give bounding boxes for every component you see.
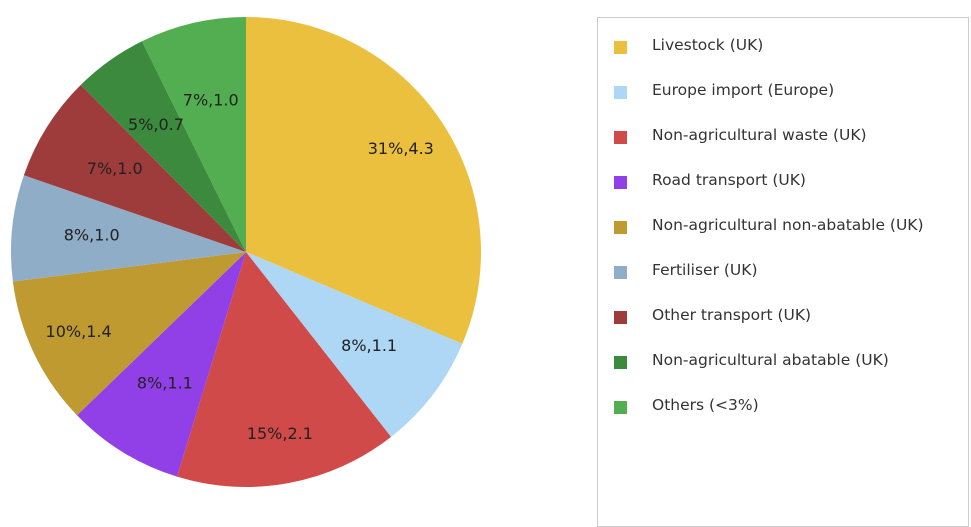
legend-item[interactable]: Fertiliser (UK) [598,261,968,283]
legend-swatch [614,266,627,279]
pie-slice [176,252,392,487]
data-label: 5%,0.7 [128,115,184,134]
legend-item[interactable]: Others (<3%) [598,396,968,418]
pie-slice [246,252,463,437]
pie-slice [76,252,247,477]
legend-item[interactable]: Other transport (UK) [598,306,968,328]
legend: Livestock (UK) Europe import (Europe) Non-… [597,17,969,527]
legend-label: Livestock (UK) [652,36,764,54]
legend-label: Europe import (Europe) [652,81,835,99]
pie-slice [23,84,246,252]
legend-item[interactable]: Non-agricultural abatable (UK) [598,351,968,373]
legend-swatch [614,356,627,369]
pie-slice [141,17,246,252]
data-label: 31%,4.3 [368,139,434,158]
legend-label: Non-agricultural waste (UK) [652,126,867,144]
legend-item[interactable]: Europe import (Europe) [598,81,968,103]
data-label: 8%,1.0 [64,226,120,245]
data-label: 8%,1.1 [137,374,193,393]
legend-label: Road transport (UK) [652,171,806,189]
legend-label: Fertiliser (UK) [652,261,758,279]
pie-slice [80,41,247,253]
pie-slice [11,175,247,282]
data-label: 7%,1.0 [183,90,239,109]
legend-swatch [614,221,627,234]
data-label: 8%,1.1 [341,336,397,355]
data-label: 10%,1.4 [46,322,112,341]
legend-swatch [614,41,627,54]
legend-swatch [614,131,627,144]
data-label: 15%,2.1 [247,424,313,443]
legend-label: Non-agricultural non-abatable (UK) [652,216,924,234]
legend-swatch [614,176,627,189]
legend-item[interactable]: Non-agricultural waste (UK) [598,126,968,148]
legend-swatch [614,86,627,99]
legend-item[interactable]: Livestock (UK) [598,36,968,58]
pie-slice [12,252,247,416]
pie-slice [246,17,482,344]
legend-swatch [614,401,627,414]
pie-chart: 31%,4.3 8%,1.1 15%,2.1 8%,1.1 10%,1.4 8%,1.0 7… [11,17,482,487]
legend-label: Non-agricultural abatable (UK) [652,351,889,369]
legend-label: Other transport (UK) [652,306,812,324]
legend-item[interactable]: Road transport (UK) [598,171,968,193]
data-label: 7%,1.0 [87,159,143,178]
legend-item[interactable]: Non-agricultural non-abatable (UK) [598,216,968,238]
legend-swatch [614,311,627,324]
legend-label: Others (<3%) [652,396,759,414]
page: {"chart_data": {"type": "pie", "categori… [11,17,969,527]
